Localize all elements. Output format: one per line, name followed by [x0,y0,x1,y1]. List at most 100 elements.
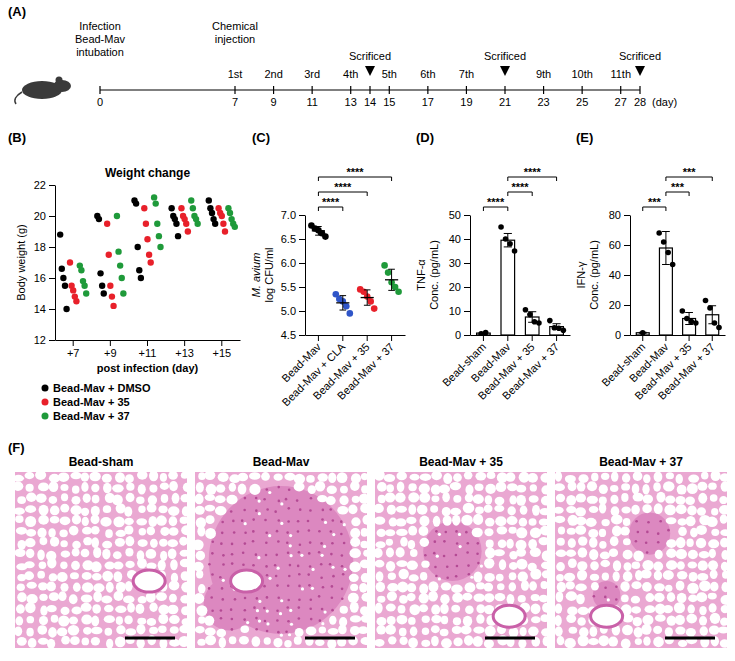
point [220,221,226,227]
texture [136,624,145,635]
texture [204,472,215,480]
tick-mark [624,305,630,306]
texture [428,591,438,602]
tick-label: 0 [455,329,461,341]
tick: 0 [455,329,470,341]
chart-cfu: (C)4.55.05.56.06.57.0Bead-MavBead-Mav + … [250,130,406,408]
plot-area [57,194,238,312]
texture [211,540,214,543]
texture [182,618,187,626]
texture [642,504,652,513]
point [109,293,115,299]
texture [507,516,518,525]
plot-area [636,230,722,335]
texture [540,473,547,483]
texture [686,516,696,526]
texture [528,627,539,637]
texture [407,583,416,592]
tick: +9 [104,340,117,359]
texture [633,617,642,627]
texture [387,583,398,592]
texture [146,549,157,559]
texture [309,607,312,610]
texture [410,626,418,636]
texture [676,549,688,559]
texture [407,593,416,601]
tick-label: 14 [364,96,376,108]
texture [410,549,418,557]
texture [116,582,126,593]
tick: 16 [34,272,55,284]
texture [180,595,187,603]
texture [58,615,69,626]
texture [47,605,57,612]
texture [678,518,687,525]
texture [330,530,333,533]
tick-label: +15 [212,347,231,359]
texture [375,472,385,481]
texture [195,472,367,648]
texture [632,561,641,569]
texture [363,550,367,557]
texture [677,571,688,579]
texture [631,505,640,515]
texture [196,605,207,616]
tick-mark [73,340,74,346]
texture [70,636,80,645]
tick [582,86,583,94]
texture [452,593,463,603]
texture [530,548,541,558]
texture [61,636,70,645]
texture [82,527,92,535]
texture [331,596,334,599]
texture [116,616,123,625]
texture [266,596,269,599]
injection-label: 9th [536,68,551,80]
texture [421,640,430,647]
texture [49,496,58,504]
tick: 20 [34,210,55,222]
texture [473,494,484,504]
texture [60,540,67,547]
texture [438,533,441,536]
texture [301,587,304,590]
texture [226,495,237,505]
texture [441,638,452,648]
tick [543,86,544,94]
texture [136,497,144,504]
point [143,221,149,227]
texture [264,620,267,623]
texture [323,610,326,613]
texture [686,628,696,637]
texture [435,575,438,578]
texture [455,554,458,557]
texture [486,540,494,548]
tick-label: 7 [232,96,238,108]
texture [69,526,79,536]
texture [15,616,23,625]
texture [195,562,204,572]
point [206,197,212,203]
tick-mark [464,287,470,288]
texture [26,594,37,604]
texture [452,515,460,526]
texture [329,563,332,566]
texture [156,592,167,601]
texture [422,627,429,634]
tick-mark [665,335,666,341]
texture [591,605,623,627]
tick: +13 [175,340,194,359]
tick: Bead-Mav + 37 [335,335,396,402]
texture [577,561,587,571]
texture [221,587,224,590]
texture [564,573,575,582]
texture [256,609,259,612]
texture [349,562,360,573]
texture [169,527,179,535]
texture [467,564,470,567]
texture [72,515,81,525]
texture [657,541,660,544]
texture [204,615,214,625]
texture [431,495,439,502]
texture [710,582,719,592]
